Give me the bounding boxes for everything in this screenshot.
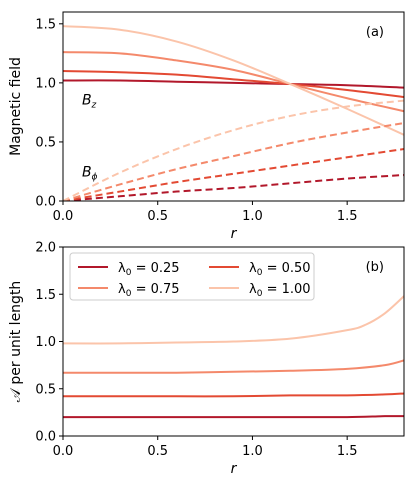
y-tick-label: 2.0 [35,241,56,256]
y-tick-label: 1.0 [35,76,56,91]
series-group [63,295,404,419]
x-tick-label: 1.5 [337,209,358,224]
axes-frame [62,11,405,202]
x-tick-label: 0.0 [53,209,74,224]
panel-tag: (a) [366,25,384,40]
x-tick-label: 1.5 [337,444,358,459]
b-phi-series-line-lambda-1-00 [63,99,404,201]
series-line-lambda-0-50 [63,392,404,398]
legend-entry-label: λ0 = 1.00 [249,282,311,299]
panel-b: 0.0 0.5 1.0 1.5 0.0 0.5 1.0 1.5 2.0 r 𝒜 per unit l… [8,241,405,477]
x-tick-label: 1.0 [242,209,263,224]
legend-entry-label: λ0 = 0.50 [249,261,311,278]
series-line-lambda-1-00 [63,295,404,345]
x-tick-label: 0.5 [147,209,168,224]
panel-tag: (b) [366,260,384,275]
x-tick-label: 0.0 [53,444,74,459]
b-z-series-line-lambda-0-25 [63,79,404,89]
y-tick-label: 0.0 [35,195,56,210]
legend: λ0 = 0.25 λ0 = 0.75 λ0 = 0.50 λ0 = 1.00 [69,252,315,301]
y-tick-label: 1.5 [35,288,56,303]
b-phi-series-line-lambda-0-25 [63,174,404,201]
panel-a: 0.0 0.5 1.0 1.5 0.0 0.5 1.0 1.5 r Magnetic field (… [8,11,405,242]
series-line-lambda-0-25 [63,415,404,419]
series-line-lambda-0-75 [63,359,404,374]
y-tick-label: 1.5 [35,17,56,32]
x-axis-label: r [231,226,238,242]
b-phi-series-line-lambda-0-50 [63,148,404,201]
x-tick-label: 0.5 [147,444,168,459]
annotation-bz: Bz [82,92,97,110]
b-z-series-line-lambda-1-00 [63,25,404,136]
y-tick-label: 1.0 [35,335,56,350]
y-tick-label: 0.0 [35,430,56,445]
legend-box [69,252,315,301]
x-axis-label: r [231,461,238,477]
b-phi-series-line-lambda-0-75 [63,122,404,201]
legend-entry-label: λ0 = 0.25 [118,261,180,278]
series-group [63,25,404,201]
annotation-bphi: Bϕ [82,164,98,182]
x-tick-label: 1.0 [242,444,263,459]
b-z-series-line-lambda-0-50 [63,70,404,99]
y-tick-label: 0.5 [35,382,56,397]
y-axis-label: 𝒜 per unit length [8,281,24,403]
legend-entry-label: λ0 = 0.75 [118,282,180,299]
y-tick-label: 0.5 [35,135,56,150]
b-z-series-line-lambda-0-75 [63,51,404,113]
y-axis-label: Magnetic field [8,57,24,156]
